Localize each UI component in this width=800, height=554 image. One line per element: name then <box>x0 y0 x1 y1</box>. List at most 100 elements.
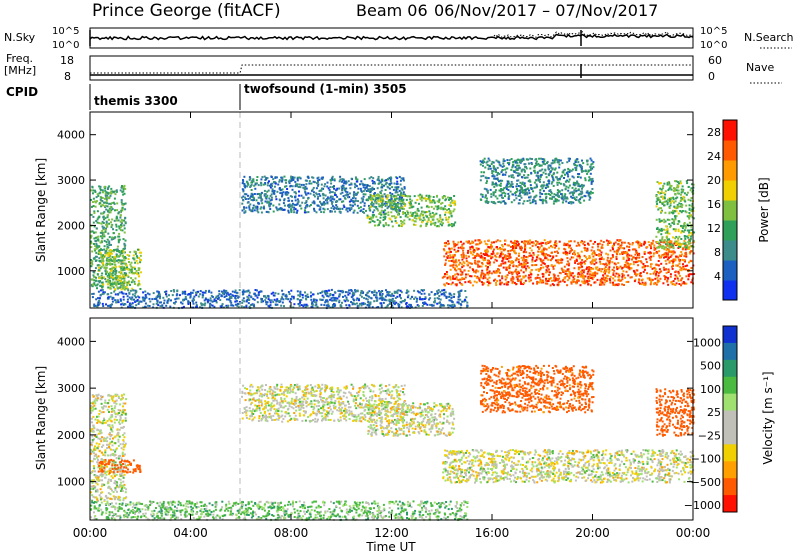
colorbar-tick-label: −500 <box>691 476 721 489</box>
x-tick-label: 16:00 <box>475 526 510 540</box>
freq-series <box>90 64 693 78</box>
echo-region <box>655 388 695 437</box>
colorbar-swatch <box>723 240 737 261</box>
y-tick-label: 4000 <box>57 335 85 348</box>
colorbar-swatch <box>723 160 737 181</box>
x-tick-label: 12:00 <box>374 526 409 540</box>
cpid-row: CPID themis 3300 twofsound (1-min) 3505 <box>6 82 407 110</box>
colorbar-swatch <box>723 220 737 241</box>
y-tick-label: 3000 <box>57 382 85 395</box>
nsky-line <box>89 33 694 41</box>
colorbar-swatch <box>723 120 737 141</box>
colorbar-swatch <box>723 478 737 496</box>
colorbar-tick-label: 1000 <box>693 336 721 349</box>
colorbar-swatch <box>723 342 737 361</box>
nsky-series <box>89 30 694 46</box>
power-y-ticks: 1000 2000 3000 4000 <box>57 129 693 278</box>
colorbar-swatch <box>723 461 737 479</box>
echo-region <box>90 393 128 502</box>
echo-region <box>479 157 595 205</box>
y-tick-label: 2000 <box>57 219 85 232</box>
cpid-mode-twofsound: twofsound (1-min) 3505 <box>244 82 407 96</box>
nave-tick-top: 60 <box>708 54 722 67</box>
nsearch-label: N.Search <box>744 31 794 44</box>
colorbar-swatch <box>723 280 737 301</box>
freq-tick-bottom: 8 <box>64 70 71 83</box>
freq-panel: Freq. [MHz] 18 8 60 0 Nave <box>4 52 782 84</box>
power-echoes <box>90 157 695 310</box>
y-tick-label: 1000 <box>57 476 85 489</box>
colorbar-tick-label: 16 <box>707 198 721 211</box>
echo-region <box>655 180 695 250</box>
colorbar-tick-label: 4 <box>714 270 721 283</box>
freq-unit-label: [MHz] <box>4 64 36 77</box>
x-tick-label: 04:00 <box>173 526 208 540</box>
nsky-tick-top: 10^5 <box>52 26 79 37</box>
echo-region <box>241 383 406 423</box>
nsearch-tick-bottom: 10^0 <box>700 40 727 51</box>
colorbar-swatch <box>723 260 737 281</box>
echo-region <box>97 248 143 291</box>
velocity-y-ticks: 1000 2000 3000 4000 <box>57 335 693 489</box>
colorbar-tick-label: 24 <box>707 150 721 163</box>
colorbar-tick-label: 28 <box>707 126 721 139</box>
velocity-echoes <box>90 364 695 521</box>
nave-line <box>90 64 693 74</box>
colorbar-swatch <box>723 200 737 221</box>
colorbar-tick-label: −25 <box>698 429 721 442</box>
colorbar-swatch <box>723 359 737 378</box>
nsearch-line <box>493 30 694 39</box>
colorbar-tick-label: 100 <box>700 383 721 396</box>
echo-region <box>366 402 456 437</box>
x-tick-label: 08:00 <box>274 526 309 540</box>
colorbar-tick-label: 25 <box>707 406 721 419</box>
y-tick-label: 2000 <box>57 429 85 442</box>
nsky-label: N.Sky <box>4 31 36 44</box>
y-tick-label: 4000 <box>57 129 85 142</box>
nsky-tick-bottom: 10^0 <box>52 40 79 51</box>
velocity-y-axis-label: Slant Range [km] <box>34 366 48 470</box>
colorbar-swatch <box>723 410 737 428</box>
colorbar-tick-label: 500 <box>700 360 721 373</box>
colorbar-swatch <box>723 180 737 201</box>
colorbar-swatch <box>723 326 737 344</box>
colorbar-tick-label: 12 <box>707 222 721 235</box>
nsky-panel: N.Sky 10^5 10^0 10^5 10^0 N.Search <box>4 26 794 51</box>
nave-tick-bottom: 0 <box>708 70 715 83</box>
date-range: 06/Nov/2017 – 07/Nov/2017 <box>434 1 658 20</box>
colorbar-tick-label: 20 <box>707 174 721 187</box>
x-tick-label: 00:00 <box>73 526 108 540</box>
power-colorbar: 4 8 12 16 20 24 28 <box>707 119 738 301</box>
time-axis: 00:00 04:00 08:00 12:00 16:00 20:00 00:00 <box>73 112 711 540</box>
nave-label: Nave <box>746 61 774 74</box>
colorbar-tick-label: −1000 <box>684 499 721 512</box>
freq-label: Freq. <box>6 52 33 65</box>
freq-tick-top: 18 <box>60 54 74 67</box>
echo-region <box>479 364 595 414</box>
echo-region <box>441 239 695 287</box>
colorbar-swatch <box>723 376 737 395</box>
power-colorbar-label: Power [dB] <box>757 177 771 242</box>
velocity-colorbar: 1000 500 100 25 −25 −100 −500 −1000 <box>684 325 738 513</box>
echo-region <box>366 193 457 228</box>
echo-region <box>90 500 469 521</box>
x-tick-label: 00:00 <box>676 526 711 540</box>
colorbar-swatch <box>723 444 737 462</box>
velocity-panel: 1000 2000 3000 4000 Slant Range [km] 1000 50… <box>34 317 775 521</box>
beam-label: Beam 06 <box>356 1 428 20</box>
y-tick-label: 1000 <box>57 265 85 278</box>
colorbar-tick-label: −100 <box>691 453 721 466</box>
colorbar-tick-label: 8 <box>714 246 721 259</box>
echo-region <box>91 288 469 310</box>
station-title: Prince George (fitACF) <box>92 1 281 21</box>
nsearch-tick-top: 10^5 <box>700 26 727 37</box>
power-y-axis-label: Slant Range [km] <box>34 158 48 262</box>
colorbar-swatch <box>723 427 737 445</box>
echo-region <box>97 458 142 474</box>
echo-region <box>442 448 695 484</box>
colorbar-swatch <box>723 495 737 513</box>
cpid-mode-themis: themis 3300 <box>94 94 178 108</box>
colorbar-swatch <box>723 393 737 412</box>
cpid-label: CPID <box>6 85 38 99</box>
